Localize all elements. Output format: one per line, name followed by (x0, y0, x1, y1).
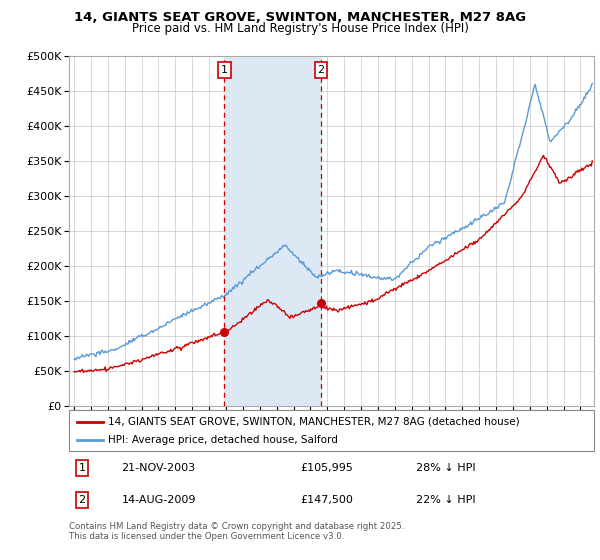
Text: 14, GIANTS SEAT GROVE, SWINTON, MANCHESTER, M27 8AG: 14, GIANTS SEAT GROVE, SWINTON, MANCHEST… (74, 11, 526, 24)
Text: £147,500: £147,500 (300, 495, 353, 505)
Text: 2: 2 (317, 65, 325, 75)
Text: £105,995: £105,995 (300, 463, 353, 473)
Text: 1: 1 (221, 65, 228, 75)
Text: Price paid vs. HM Land Registry's House Price Index (HPI): Price paid vs. HM Land Registry's House … (131, 22, 469, 35)
Text: 1: 1 (79, 463, 86, 473)
Text: 2: 2 (79, 495, 86, 505)
Text: 14, GIANTS SEAT GROVE, SWINTON, MANCHESTER, M27 8AG (detached house): 14, GIANTS SEAT GROVE, SWINTON, MANCHEST… (109, 417, 520, 427)
Text: Contains HM Land Registry data © Crown copyright and database right 2025.
This d: Contains HM Land Registry data © Crown c… (69, 522, 404, 542)
Bar (224, 56, 321, 406)
Text: 28% ↓ HPI: 28% ↓ HPI (415, 463, 475, 473)
Text: HPI: Average price, detached house, Salford: HPI: Average price, detached house, Salf… (109, 435, 338, 445)
Text: 21-NOV-2003: 21-NOV-2003 (121, 463, 196, 473)
Text: 14-AUG-2009: 14-AUG-2009 (121, 495, 196, 505)
Text: 22% ↓ HPI: 22% ↓ HPI (415, 495, 475, 505)
